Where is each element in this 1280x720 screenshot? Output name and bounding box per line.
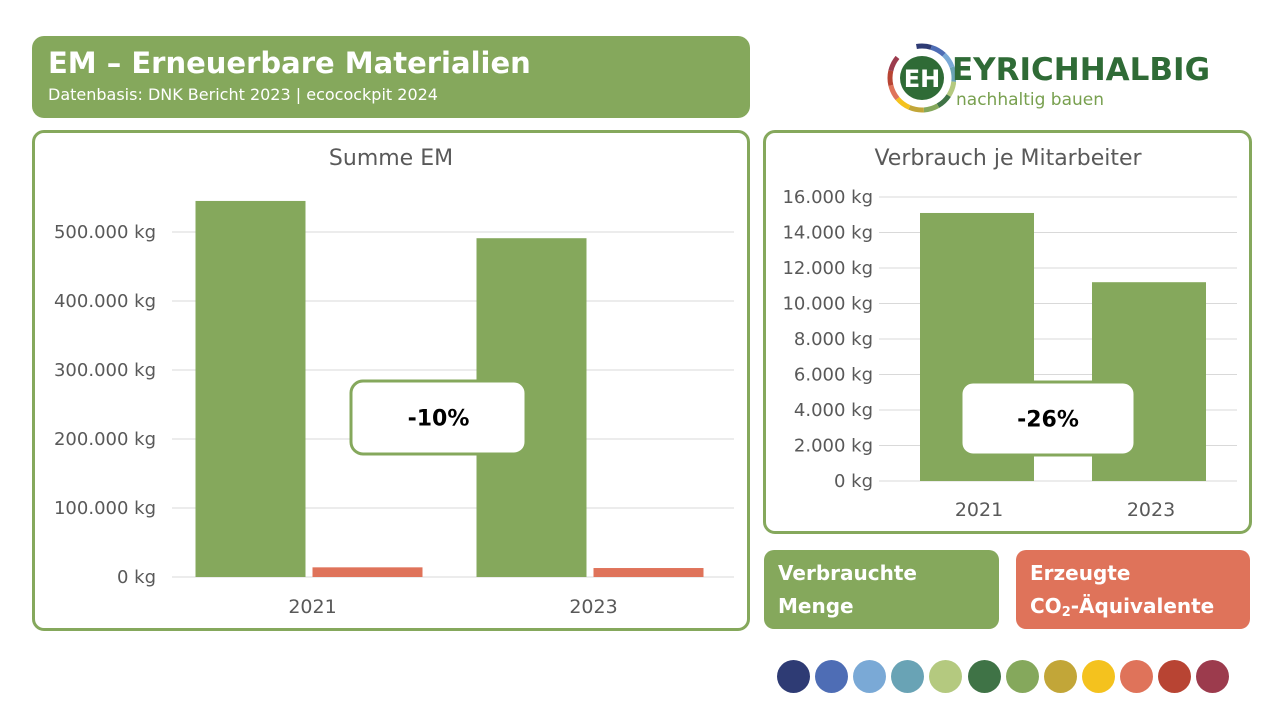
y-tick-label: 300.000 kg (54, 360, 156, 381)
logo-ring-segment (916, 43, 932, 50)
logo-ring-icon: EH (887, 43, 957, 113)
y-tick-label: 0 kg (834, 471, 873, 492)
legend-red-suffix: -Äquivalente (1070, 594, 1215, 618)
legend-red-subscript: 2 (1061, 605, 1071, 620)
chart-title: Summe EM (329, 146, 453, 171)
legend-red-line1: Erzeugte (1030, 561, 1131, 585)
logo-tagline: nachhaltig bauen (956, 90, 1105, 110)
change-badge (959, 380, 1137, 457)
chart-panel-summe-em: Summe EM 0 kg 100.000 kg 200.000 kg 300.000 … (32, 130, 750, 631)
legend-green-line2: Menge (778, 594, 854, 618)
y-tick-label: 400.000 kg (54, 291, 156, 312)
company-logo: EH EYRICHHALBIG nachhaltig bauen (886, 38, 1236, 118)
palette-dot (1119, 660, 1153, 693)
logo-ring-segment (908, 105, 925, 113)
y-tick-label: 4.000 kg (794, 400, 873, 421)
change-badge (349, 379, 528, 456)
palette-dot (967, 660, 1001, 693)
palette-dot (1081, 660, 1115, 693)
chart-verbrauch-je-mitarbeiter: Verbrauch je Mitarbeiter 0 kg 2.000 kg 4.00… (782, 146, 1237, 521)
logo-initials: EH (904, 65, 940, 93)
x-category-label: 2023 (1127, 499, 1175, 521)
palette-dot (1005, 660, 1039, 693)
palette-dot (1196, 660, 1230, 693)
title-banner: EM – Erneuerbare Materialien Datenbasis:… (32, 36, 750, 118)
bar-2021-series-1 (312, 567, 423, 577)
palette-dot (815, 660, 849, 693)
palette-dot (929, 660, 963, 693)
y-tick-label: 14.000 kg (782, 223, 873, 244)
logo-ring-segment (942, 52, 955, 69)
legend-red-line2: CO2-Äquivalente (1030, 590, 1236, 629)
y-tick-label: 500.000 kg (54, 222, 156, 243)
y-tick-label: 100.000 kg (54, 498, 156, 519)
change-badge-label: -10% (408, 407, 470, 432)
legend-verbrauchte-menge: Verbrauchte Menge (764, 550, 999, 629)
legend-green-line1: Verbrauchte (778, 561, 917, 585)
logo-ring-segment (949, 66, 957, 83)
legend-co2-aequivalente: Erzeugte CO2-Äquivalente (1016, 550, 1250, 629)
y-tick-label: 16.000 kg (782, 187, 873, 208)
bar-2023-series-1 (593, 568, 704, 577)
y-tick-label: 6.000 kg (794, 365, 873, 386)
chart-title: Verbrauch je Mitarbeiter (874, 146, 1142, 171)
page-title: EM – Erneuerbare Materialien (48, 46, 531, 80)
y-tick-label: 8.000 kg (794, 329, 873, 350)
logo-ring-segment (888, 84, 900, 101)
change-badge-label: -26% (1017, 408, 1079, 433)
x-category-label: 2023 (569, 596, 617, 618)
palette-dot (1043, 660, 1077, 693)
y-tick-label: 12.000 kg (782, 258, 873, 279)
logo-ring-segment (895, 96, 911, 110)
palette-dot (1158, 660, 1191, 693)
palette-dot (891, 660, 925, 693)
chart-panel-verbrauch-je-mitarbeiter: Verbrauch je Mitarbeiter 0 kg 2.000 kg 4.00… (763, 130, 1252, 534)
palette-dot (853, 660, 887, 693)
x-category-label: 2021 (288, 596, 336, 618)
logo-ring-segment (923, 103, 940, 113)
y-tick-label: 10.000 kg (782, 294, 873, 315)
logo-wordmark: EYRICHHALBIG (952, 52, 1211, 88)
palette-dot (777, 660, 810, 693)
logo-ring-segment (887, 70, 894, 86)
y-tick-label: 0 kg (117, 567, 156, 588)
color-palette (777, 660, 1237, 694)
chart-summe-em: Summe EM 0 kg 100.000 kg 200.000 kg 300.000 … (54, 146, 734, 618)
y-tick-label: 200.000 kg (54, 429, 156, 450)
logo-ring-segment (946, 81, 957, 97)
page-subtitle: Datenbasis: DNK Bericht 2023 | ecocockpi… (48, 85, 438, 104)
x-category-label: 2021 (955, 499, 1003, 521)
y-tick-label: 2.000 kg (794, 436, 873, 457)
logo-ring-segment (930, 44, 946, 57)
bar-2021-series-0 (195, 200, 306, 577)
logo-ring-segment (888, 55, 900, 72)
legend-red-co: CO (1030, 594, 1062, 618)
logo-ring-segment (936, 94, 951, 108)
logo-inner-circle (900, 56, 944, 100)
